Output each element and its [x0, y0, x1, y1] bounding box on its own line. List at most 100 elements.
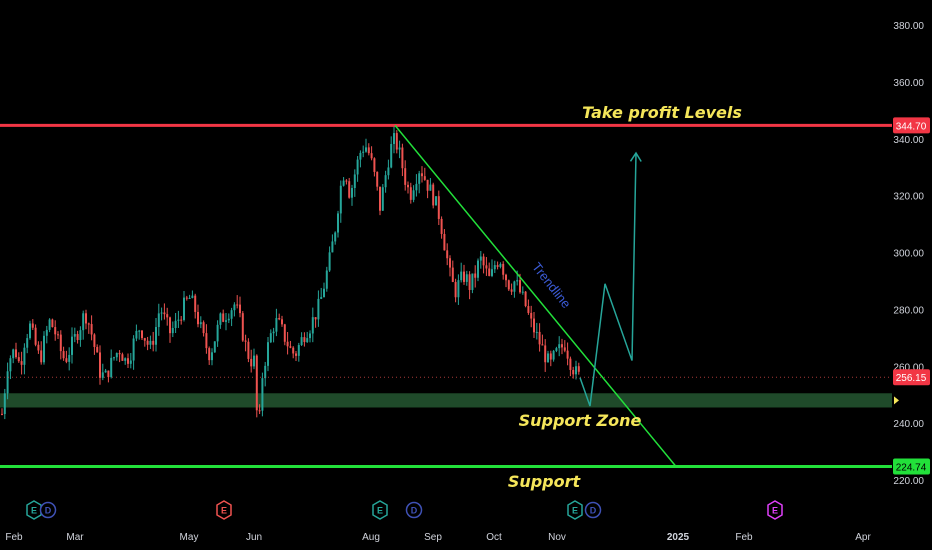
event-letter[interactable]: E — [31, 506, 37, 516]
candle-body — [191, 295, 194, 298]
event-letter[interactable]: E — [772, 506, 778, 516]
candle-body — [485, 265, 488, 269]
candle-body — [309, 333, 311, 339]
candle-body — [359, 152, 362, 160]
candle-body — [82, 313, 85, 331]
time-tick-label[interactable]: Sep — [424, 532, 442, 543]
candle-body — [541, 344, 544, 346]
candle-body — [76, 334, 79, 341]
time-tick-label[interactable]: Aug — [362, 532, 380, 543]
candle-body — [141, 330, 143, 339]
candle-body — [185, 297, 188, 299]
price-tick-label: 360.00 — [893, 78, 924, 89]
candle-body — [146, 340, 149, 345]
candle-body — [20, 361, 23, 365]
time-tick-label[interactable]: Apr — [855, 532, 871, 543]
time-tick-label[interactable]: 2025 — [667, 532, 690, 543]
candle-body — [15, 349, 17, 358]
candle-body — [474, 273, 477, 278]
candle-body — [233, 304, 236, 311]
candle-body — [460, 271, 463, 281]
candle-body — [113, 357, 115, 359]
candle-body — [59, 334, 62, 352]
time-tick-label[interactable]: Oct — [486, 532, 502, 543]
event-letter[interactable]: E — [377, 506, 383, 516]
candle-body — [194, 295, 197, 312]
candle-body — [454, 281, 457, 298]
candle-body — [149, 340, 152, 345]
candle-body — [71, 336, 73, 355]
candle-body — [393, 133, 395, 144]
time-tick-label[interactable]: Jun — [246, 532, 262, 543]
candle-body — [247, 341, 250, 359]
candle-body — [370, 153, 373, 159]
dividend-event-icon — [584, 501, 602, 519]
candle-body — [118, 353, 121, 355]
drawing-lines-layer[interactable] — [0, 123, 892, 469]
candle-body — [258, 410, 261, 412]
time-tick-label[interactable]: Nov — [548, 532, 566, 543]
candle-body — [283, 324, 286, 342]
take-profit-price-tag: 344.70 — [896, 121, 927, 132]
candle-body — [269, 333, 272, 343]
earnings-event-icon — [216, 500, 232, 520]
event-letter[interactable]: D — [411, 506, 418, 516]
current-price-tag: 256.15 — [896, 373, 927, 384]
candle-body — [577, 366, 580, 372]
candle-body — [57, 334, 59, 336]
price-axis[interactable]: 380.00 360.00 340.00 320.00 300.00 280.00 260.… — [893, 21, 924, 487]
candle-body — [555, 348, 558, 351]
candle-body — [496, 265, 499, 267]
event-letter[interactable]: E — [572, 506, 578, 516]
candle-body — [87, 323, 90, 325]
candle-body — [423, 176, 426, 180]
candle-body — [575, 366, 577, 375]
candle-body — [471, 273, 474, 290]
candle-body — [127, 358, 129, 364]
candle-body — [166, 314, 169, 318]
candle-body — [323, 288, 325, 298]
candle-body — [261, 378, 264, 411]
candle-body — [225, 320, 227, 322]
dividend-event-icon — [39, 501, 57, 519]
time-tick-label[interactable]: May — [180, 532, 199, 543]
candle-body — [253, 355, 255, 367]
candle-body — [328, 252, 331, 271]
event-letter[interactable]: D — [45, 506, 52, 516]
candle-body — [398, 147, 401, 150]
candle-body — [65, 358, 68, 362]
time-tick-label[interactable]: Feb — [5, 532, 23, 543]
price-tick-label: 380.00 — [893, 21, 924, 32]
dividend-event-icon — [405, 501, 423, 519]
candle-body — [129, 360, 132, 364]
candle-body — [479, 256, 482, 261]
candle-body — [547, 353, 549, 363]
candle-body — [115, 353, 118, 358]
candle-body — [101, 372, 104, 378]
time-tick-label[interactable]: Feb — [735, 532, 753, 543]
candle-body — [239, 304, 241, 314]
alert-marker-icon — [894, 396, 899, 405]
support-zone-label: Support Zone — [519, 411, 642, 430]
event-letter[interactable]: E — [221, 506, 227, 516]
time-tick-label[interactable]: Mar — [66, 532, 84, 543]
candle-body — [463, 271, 465, 282]
candle-body — [345, 180, 348, 182]
candle-body — [26, 338, 29, 348]
candle-body — [23, 347, 26, 365]
candle-body — [104, 370, 107, 373]
candle-body — [446, 250, 449, 259]
candle-body — [45, 329, 48, 336]
candle-body — [563, 347, 566, 351]
event-letter[interactable]: D — [590, 506, 597, 516]
time-axis[interactable]: Feb Mar May Jun Aug Sep Oct Nov 2025 Feb Apr — [5, 532, 871, 543]
price-tick-label: 320.00 — [893, 192, 924, 203]
support-price-tag: 224.74 — [896, 463, 927, 474]
take-profit-label: Take profit Levels — [582, 103, 742, 122]
price-tags-layer: 344.70 256.15 224.74 — [893, 117, 930, 475]
candle-body — [177, 319, 180, 321]
candle-body — [482, 256, 485, 266]
candle-body — [432, 184, 435, 206]
